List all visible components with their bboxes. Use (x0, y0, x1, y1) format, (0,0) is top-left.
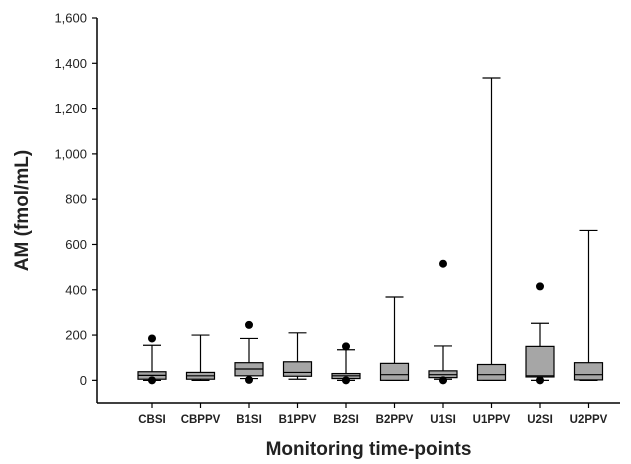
box-B1SI (234, 320, 264, 384)
x-tick-label: CBSI (138, 414, 165, 426)
x-tick-label: CBPPV (181, 414, 221, 426)
outlier-point (536, 282, 544, 291)
x-tick-label: U2SI (527, 414, 553, 426)
box-B2SI (331, 342, 361, 385)
box-CBPPV (185, 334, 216, 381)
y-tick-label: 0 (80, 373, 87, 388)
box-U2PPV (573, 229, 604, 381)
iqr-box (282, 361, 313, 377)
box-CBSI (137, 334, 167, 385)
outlier-point (148, 376, 156, 385)
y-tick-label: 200 (65, 328, 87, 343)
outlier-point (536, 376, 544, 385)
outlier-point (148, 334, 156, 343)
box-B1PPV (282, 332, 313, 380)
box-U1SI (428, 259, 458, 385)
outlier-point (439, 259, 447, 268)
iqr-box (379, 362, 410, 381)
x-axis-title: Monitoring time-points (266, 439, 472, 460)
iqr-box (573, 362, 604, 381)
outlier-point (439, 376, 447, 385)
y-axis-ticks: 0 200 400 600 800 1,000 1,200 1,400 1,600 (54, 11, 97, 388)
y-tick-label: 1,400 (54, 56, 87, 71)
y-tick-label: 1,000 (54, 146, 87, 161)
box-U2SI (525, 282, 555, 385)
outlier-point (245, 320, 253, 329)
x-tick-label: B1PPV (279, 414, 317, 426)
x-tick-label: B2PPV (376, 414, 414, 426)
box-B2PPV (379, 296, 410, 381)
y-tick-label: 600 (65, 237, 87, 252)
outlier-point (342, 342, 350, 351)
x-axis-categories: CBSI CBPPV B1SI B1PPV B2SI B2PPV U1SI U1PPV U2SI… (138, 403, 608, 426)
x-tick-label: B1SI (236, 414, 262, 426)
iqr-box (476, 363, 507, 381)
outlier-point (245, 375, 253, 384)
box-U1PPV (476, 77, 507, 381)
y-tick-label: 400 (65, 282, 87, 297)
x-tick-label: U1SI (430, 414, 456, 426)
boxes (137, 77, 604, 385)
y-tick-label: 1,200 (54, 101, 87, 116)
x-tick-label: B2SI (333, 414, 359, 426)
iqr-box (525, 345, 555, 378)
y-tick-label: 1,600 (54, 11, 87, 26)
x-tick-label: U1PPV (473, 414, 511, 426)
y-tick-label: 800 (65, 192, 87, 207)
x-tick-label: U2PPV (570, 414, 608, 426)
outlier-point (342, 376, 350, 385)
y-axis-title: AM (fmol/mL) (12, 150, 33, 271)
